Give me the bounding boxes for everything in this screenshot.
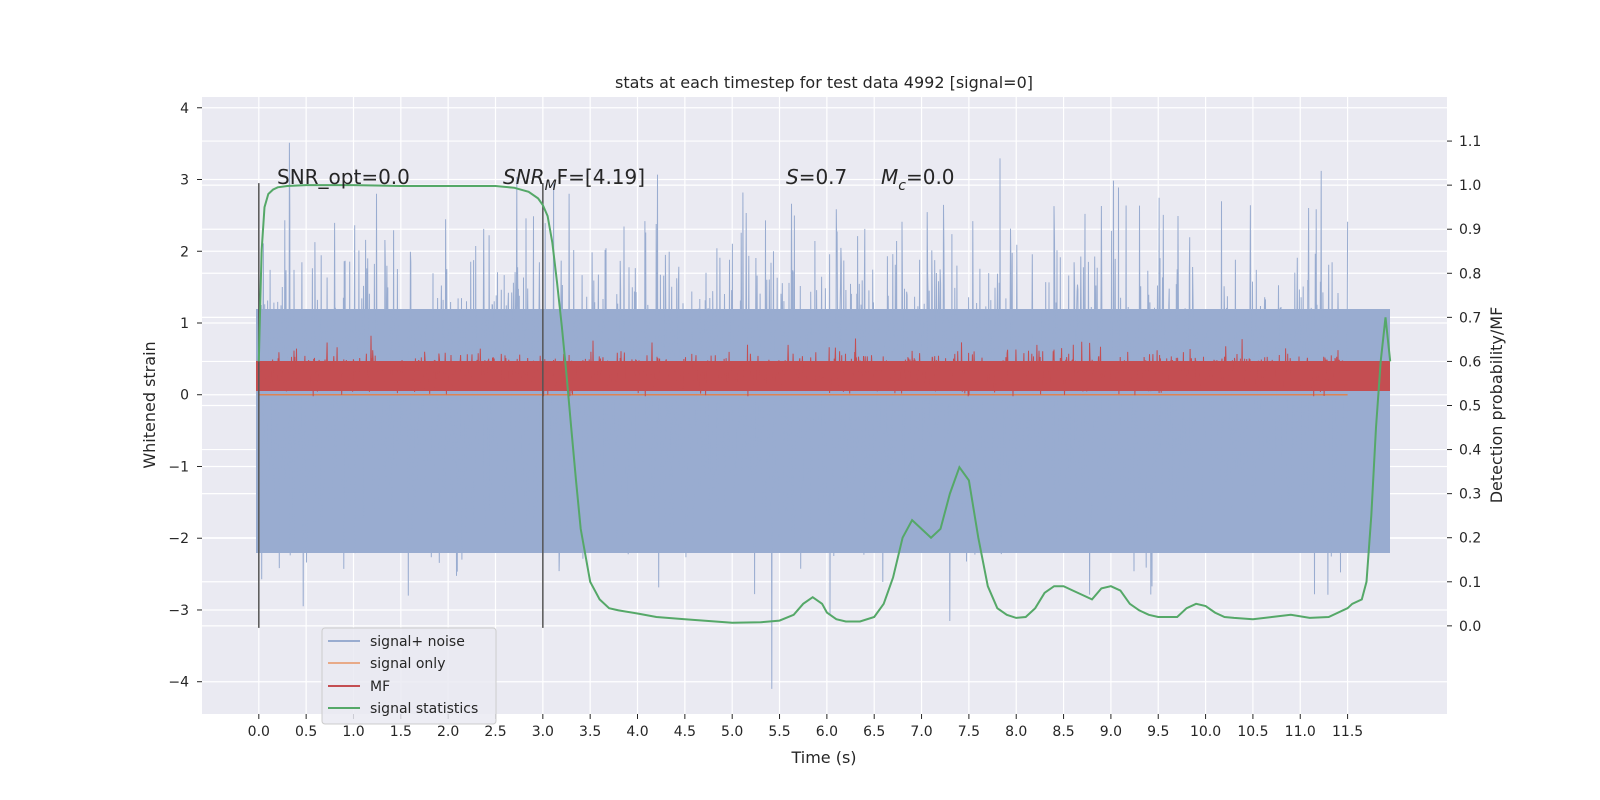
x-tick-label: 10.0 [1190, 724, 1221, 740]
y-right-tick-label: 0.5 [1459, 399, 1481, 415]
y-axis-label: Whitened strain [140, 341, 159, 468]
y-right-tick-label: 0.1 [1459, 575, 1481, 591]
legend-label-signal-statistics: signal statistics [370, 701, 478, 717]
x-tick-label: 6.0 [816, 724, 838, 740]
y-tick-label: 3 [180, 173, 189, 189]
y-right-tick-label: 1.1 [1459, 134, 1481, 150]
x-tick-label: 5.5 [768, 724, 790, 740]
y-tick-label: 1 [180, 316, 189, 332]
y-right-tick-label: 0.2 [1459, 531, 1481, 547]
x-tick-label: 10.5 [1237, 724, 1268, 740]
y-right-tick-label: 0.3 [1459, 487, 1481, 503]
annotation-s: S=0.7 [786, 165, 847, 189]
x-tick-label: 8.5 [1052, 724, 1074, 740]
mc-subscript: c [898, 178, 906, 194]
mf-line [258, 335, 1348, 397]
x-tick-label: 4.0 [626, 724, 648, 740]
annotation-snr-opt: SNR_opt=0.0 [277, 165, 410, 189]
y-axis-ticks: −4 −3 −2 −1 0 1 2 3 4 [168, 101, 202, 691]
legend-label-signal-only: signal only [370, 656, 445, 672]
y-tick-label: −1 [168, 459, 189, 475]
mc-value: =0.0 [906, 165, 955, 189]
x-tick-label: 4.5 [674, 724, 696, 740]
x-axis-label: Time (s) [790, 748, 856, 767]
series-mf [256, 335, 1390, 397]
y-right-tick-label: 0.4 [1459, 443, 1481, 459]
annotation-snr-mf: SNRMF=[4.19] [503, 165, 645, 194]
x-axis-ticks: 0.0 0.5 1.0 1.5 2.0 2.5 3.0 3.5 4.0 4.5 5.0 5.5 6.0 6… [248, 714, 1363, 740]
x-tick-label: 9.5 [1147, 724, 1169, 740]
x-tick-label: 2.0 [437, 724, 459, 740]
legend-box [321, 627, 497, 725]
x-tick-label: 1.5 [390, 724, 412, 740]
y-right-tick-label: 0.6 [1459, 354, 1481, 370]
y-tick-label: 0 [180, 388, 189, 404]
chart-title: stats at each timestep for test data 499… [615, 73, 1033, 92]
vertical-markers [258, 183, 544, 628]
x-tick-label: 0.0 [248, 724, 270, 740]
x-tick-label: 2.5 [484, 724, 506, 740]
y-tick-label: −4 [168, 675, 189, 691]
annotation-mc: Mc=0.0 [881, 165, 955, 194]
y-tick-label: −3 [168, 603, 189, 619]
s-name: S [786, 165, 799, 189]
x-tick-label: 11.0 [1285, 724, 1316, 740]
x-tick-label: 9.0 [1100, 724, 1122, 740]
x-tick-label: 3.5 [579, 724, 601, 740]
y-right-tick-label: 1.0 [1459, 178, 1481, 194]
x-tick-label: 6.5 [863, 724, 885, 740]
x-tick-label: 3.0 [532, 724, 554, 740]
y-tick-label: 2 [180, 244, 189, 260]
x-tick-label: 0.5 [295, 724, 317, 740]
legend-label-signal-noise: signal+ noise [370, 634, 465, 650]
s-value: =0.7 [799, 165, 848, 189]
legend-label-mf: MF [370, 679, 390, 695]
y-tick-label: 4 [180, 101, 189, 117]
y-right-tick-label: 0.8 [1459, 266, 1481, 282]
snr-mf-value: F=[4.19] [557, 165, 645, 189]
mc-name: M [881, 165, 898, 189]
series-signal-noise [256, 142, 1390, 689]
x-tick-label: 11.5 [1332, 724, 1363, 740]
y-right-tick-label: 0.0 [1459, 619, 1481, 635]
signal-statistics-line [257, 184, 1392, 624]
y-right-axis-ticks: 0.0 0.1 0.2 0.3 0.4 0.5 0.6 0.7 0.8 0.9 1.0 1.1 [1447, 134, 1481, 635]
x-tick-label: 7.0 [910, 724, 932, 740]
y-right-tick-label: 0.9 [1459, 222, 1481, 238]
legend: signal+ noise signal only MF signal stat… [321, 627, 497, 725]
y-right-tick-label: 0.7 [1459, 310, 1481, 326]
x-tick-label: 7.5 [958, 724, 980, 740]
y-right-axis-label: Detection probability/MF [1487, 307, 1506, 504]
snr-mf-subscript: M [545, 178, 557, 194]
x-tick-label: 5.0 [721, 724, 743, 740]
x-tick-label: 8.0 [1005, 724, 1027, 740]
x-tick-label: 1.0 [342, 724, 364, 740]
snr-mf-name: SNR [503, 165, 545, 189]
y-tick-label: −2 [168, 531, 189, 547]
